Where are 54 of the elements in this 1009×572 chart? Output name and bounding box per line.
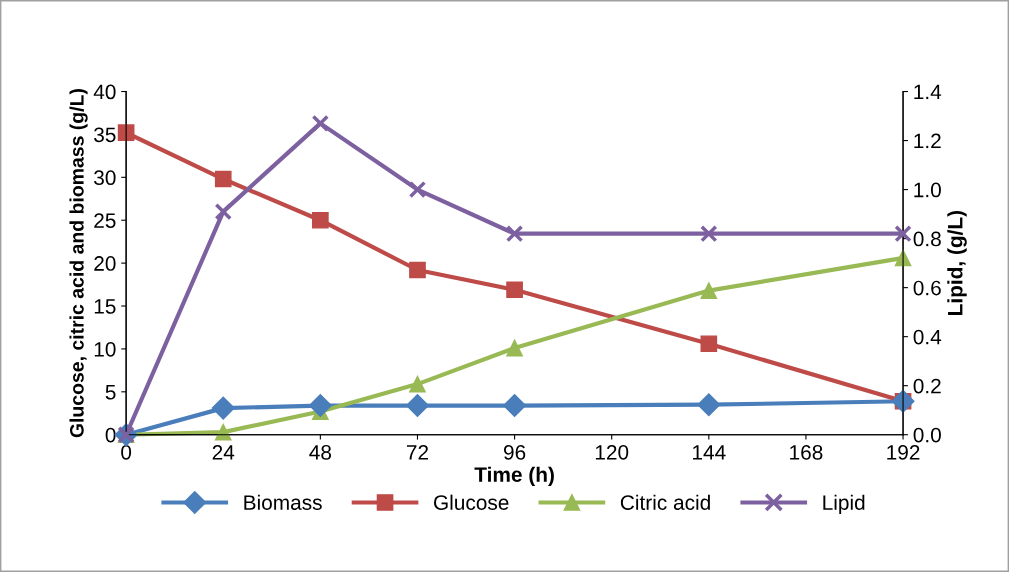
y2-tick-label: 0.8 [913, 231, 941, 247]
y-tick-label: 30 [94, 170, 116, 186]
x-tick-label: 48 [309, 444, 332, 460]
y-tick-label: 35 [94, 127, 116, 143]
y-tick-label: 15 [94, 299, 116, 314]
point [214, 170, 232, 188]
legend-label: Lipid [823, 494, 865, 515]
point [505, 225, 524, 243]
y2-tick-label: 1.0 [914, 182, 941, 198]
x-tick-label: 72 [406, 444, 429, 460]
y2-tick-label: 0.2 [913, 378, 941, 394]
point [700, 282, 718, 299]
y2-axis-title: Lipid, (g/L) [947, 210, 967, 315]
y2-tick-label: 0.4 [913, 329, 942, 345]
point [700, 225, 718, 243]
x-tick-label: 0 [121, 444, 132, 460]
point [697, 393, 721, 417]
y-tick-label: 5 [105, 385, 116, 400]
point [506, 339, 523, 357]
point [214, 423, 232, 441]
y-tick-label: 10 [94, 341, 116, 357]
legend-label: Biomass [244, 494, 322, 510]
y2-tick-label: 0.0 [913, 427, 941, 443]
point [214, 202, 232, 221]
x-tick-label: 192 [887, 444, 920, 460]
y-tick-label: 40 [93, 84, 116, 100]
x-tick-label: 168 [790, 444, 823, 460]
x-tick-label: 24 [212, 444, 235, 460]
y2-tick-label: 1.4 [914, 84, 942, 100]
point [311, 114, 330, 133]
point [506, 281, 523, 299]
legend-label: Citric acid [620, 494, 710, 510]
point [503, 394, 527, 418]
y-tick-label: 0 [105, 427, 116, 443]
point [308, 394, 332, 418]
point [409, 375, 426, 393]
x-tick-label: 144 [693, 445, 726, 460]
point [408, 180, 427, 199]
y-tick-label: 25 [94, 213, 116, 228]
y-tick-label: 20 [94, 256, 116, 271]
y-axis-title: Glucose, citric acid and biomass (g/L) [69, 89, 88, 438]
point [409, 261, 426, 279]
legend-label: Glucose [434, 494, 509, 510]
point [700, 335, 718, 353]
y2-tick-label: 1.2 [914, 133, 941, 149]
point [312, 211, 329, 229]
x-tick-label: 96 [503, 444, 526, 460]
point [117, 124, 135, 142]
point [211, 396, 235, 420]
y2-tick-label: 0.6 [913, 280, 941, 296]
point [894, 225, 912, 243]
x-tick-label: 120 [595, 444, 629, 460]
point [405, 394, 429, 418]
x-axis-title: Time (h) [474, 466, 554, 487]
